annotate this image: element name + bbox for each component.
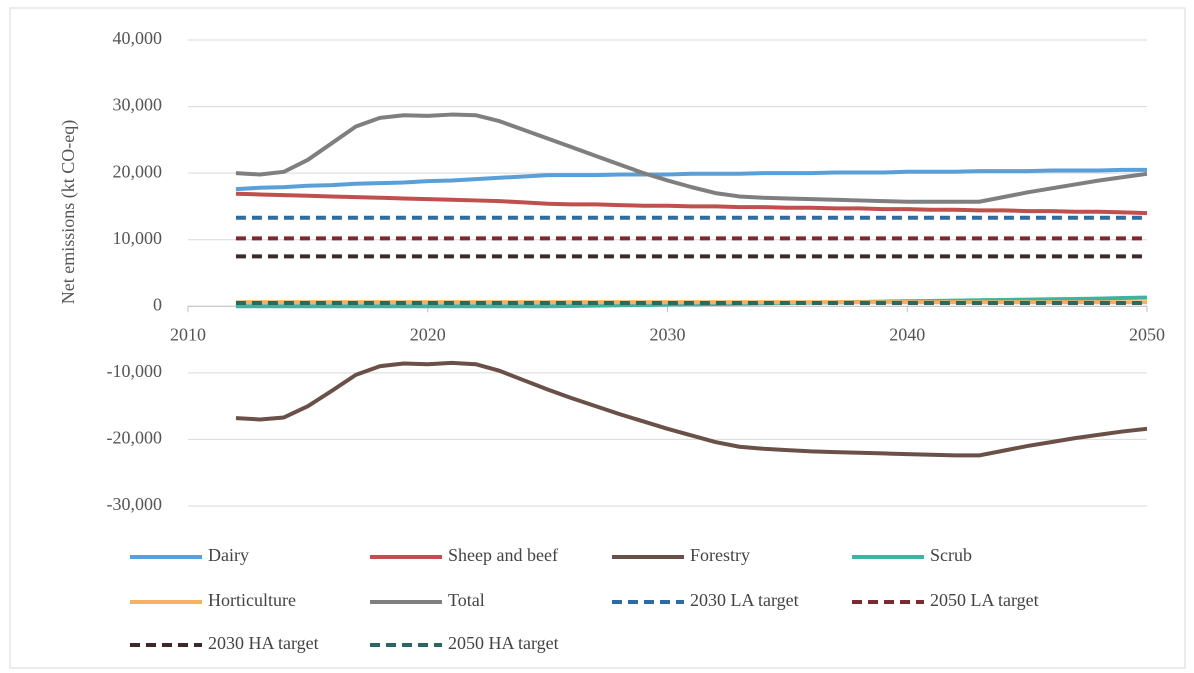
legend-label: Total [448, 590, 485, 610]
legend-label: Scrub [930, 545, 972, 565]
series-line [235, 360, 1148, 458]
series-line [235, 112, 1148, 204]
y-tick-label: -10,000 [107, 361, 163, 381]
series-line [235, 191, 1148, 216]
x-tick-label: 2020 [410, 324, 446, 344]
series-line [235, 167, 1147, 192]
legend: Dairy Sheep and beef Forestry Scrub Horticul… [130, 545, 1039, 653]
legend-label: Forestry [690, 545, 750, 565]
y-tick-label: 20,000 [113, 161, 163, 181]
chart-frame [9, 7, 1186, 669]
legend-label: Sheep and beef [448, 545, 558, 565]
y-tick-label: 10,000 [113, 228, 163, 248]
legend-label: 2050 HA target [448, 633, 559, 653]
legend-label: Horticulture [208, 590, 296, 610]
y-tick-label: 40,000 [113, 28, 163, 48]
y-tick-label: 0 [153, 294, 162, 314]
legend-label: Dairy [208, 545, 249, 565]
legend-label: 2050 LA target [930, 590, 1039, 610]
legend-label: 2030 HA target [208, 633, 319, 653]
legend-label: 2030 LA target [690, 590, 799, 610]
x-tick-label: 2050 [1129, 324, 1165, 344]
y-tick-label: -20,000 [107, 428, 163, 448]
y-tick-label: 30,000 [113, 95, 163, 115]
y-tick-label: -30,000 [107, 494, 163, 514]
x-tick-label: 2010 [170, 324, 206, 344]
y-axis-label: Net emissions (kt CO-eq) [58, 120, 79, 304]
x-tick-label: 2040 [889, 324, 925, 344]
x-tick-label: 2030 [650, 324, 686, 344]
